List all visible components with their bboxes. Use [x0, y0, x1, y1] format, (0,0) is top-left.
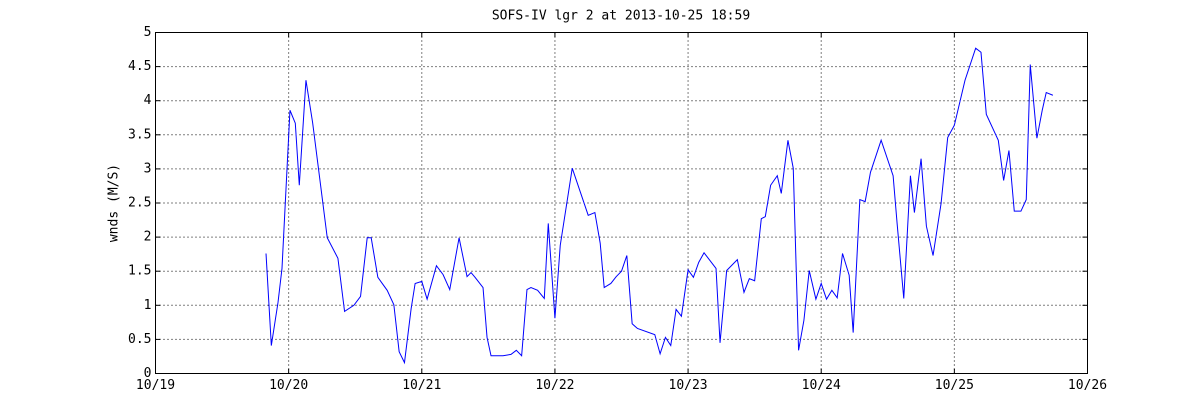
y-tick-label: 1.5 [128, 264, 151, 279]
y-tick-label: 1 [144, 298, 152, 313]
y-tick-label: 5 [144, 25, 152, 40]
y-tick-label: 3 [144, 161, 152, 176]
y-axis-label: wnds (M/S) [107, 164, 122, 242]
y-tick-label: 4 [144, 93, 152, 108]
x-tick-label: 10/26 [1068, 378, 1107, 393]
y-tick-label: 2.5 [128, 196, 151, 211]
x-tick-label: 10/19 [136, 378, 175, 393]
x-tick-label: 10/22 [535, 378, 574, 393]
y-tick-label: 0.5 [128, 332, 151, 347]
y-tick-label: 0 [144, 366, 152, 381]
x-tick-label: 10/23 [669, 378, 708, 393]
y-tick-label: 4.5 [128, 59, 151, 74]
y-tick-label: 2 [144, 230, 152, 245]
x-tick-label: 10/25 [935, 378, 974, 393]
x-tick-label: 10/24 [802, 378, 841, 393]
x-tick-label: 10/21 [402, 378, 441, 393]
x-tick-label: 10/20 [269, 378, 308, 393]
chart-title: SOFS-IV lgr 2 at 2013-10-25 18:59 [492, 9, 750, 24]
y-tick-label: 3.5 [128, 127, 151, 142]
data-line [265, 47, 1054, 365]
